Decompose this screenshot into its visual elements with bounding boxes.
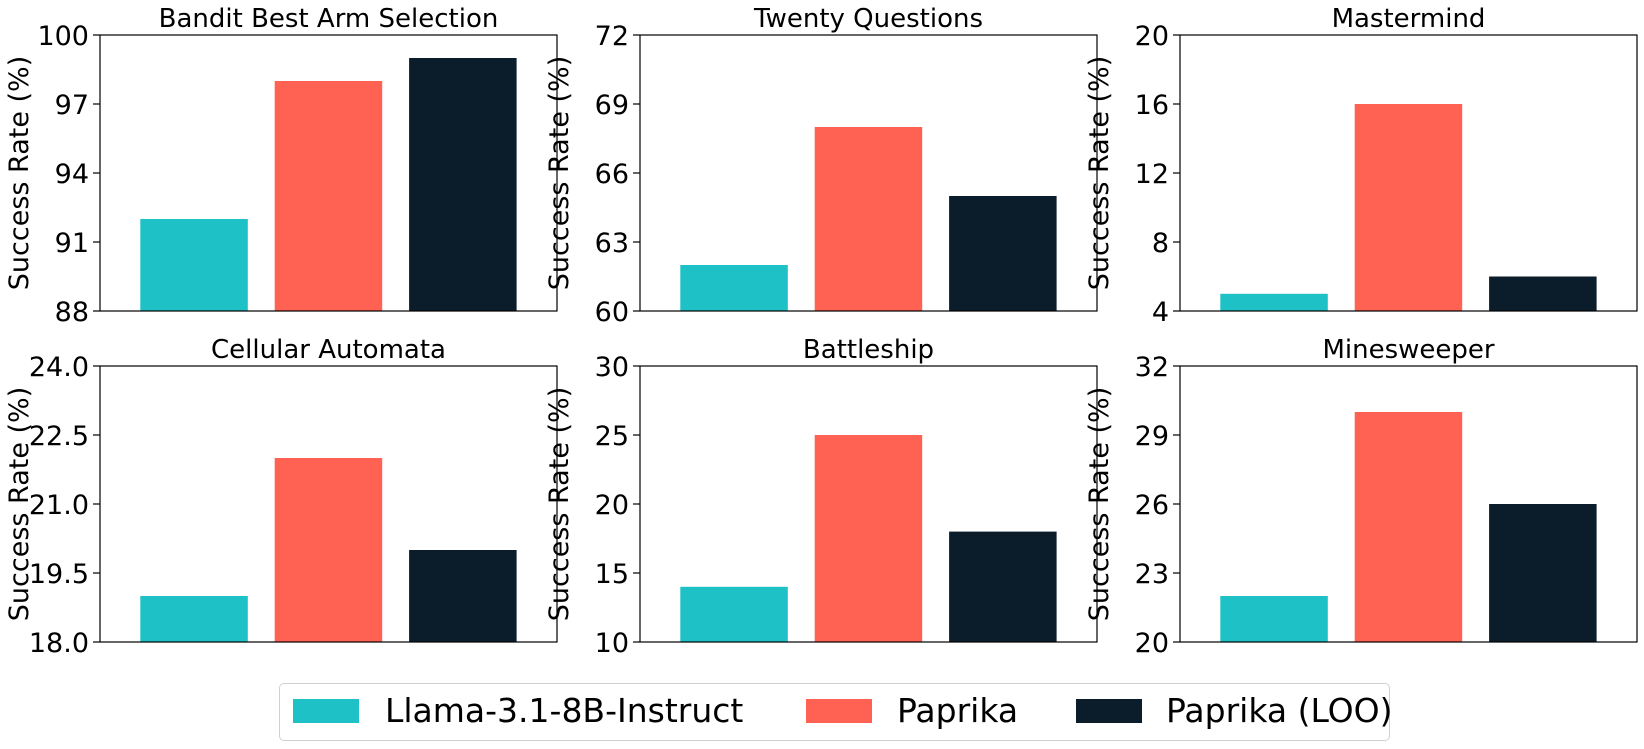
- y-tick-label: 60: [595, 297, 629, 328]
- y-axis-label: Success Rate (%): [1084, 387, 1115, 621]
- bar-paprika-loo: [1489, 504, 1597, 642]
- y-axis-label: Success Rate (%): [544, 56, 575, 290]
- chart-title: Twenty Questions: [753, 4, 983, 34]
- y-tick-label: 26: [1135, 490, 1169, 521]
- bar-paprika-loo: [409, 550, 517, 642]
- y-axis-label: Success Rate (%): [4, 387, 35, 621]
- legend-label-llama: Llama-3.1-8B-Instruct: [385, 691, 744, 730]
- legend-swatch-llama: [293, 699, 359, 723]
- y-tick-label: 97: [55, 90, 89, 121]
- chart-title: Cellular Automata: [211, 335, 446, 365]
- bar-llama-3-1-8b-instruct: [140, 219, 248, 311]
- y-tick-label: 100: [37, 21, 89, 52]
- bar-paprika: [814, 127, 923, 311]
- bar-paprika: [814, 435, 923, 642]
- bar-paprika-loo: [1489, 276, 1597, 311]
- y-tick-label: 20: [595, 490, 629, 521]
- y-tick-label: 23: [1135, 559, 1169, 590]
- bar-llama-3-1-8b-instruct: [680, 265, 788, 311]
- y-tick-label: 12: [1135, 159, 1169, 190]
- legend: Llama-3.1-8B-Instruct Paprika Paprika (L…: [279, 683, 1393, 741]
- chart-title: Mastermind: [1332, 4, 1486, 34]
- y-tick-label: 19.5: [29, 559, 89, 590]
- y-tick-label: 21.0: [29, 490, 89, 521]
- bar-paprika: [274, 458, 383, 642]
- y-axis-label: Success Rate (%): [4, 56, 35, 290]
- y-tick-label: 10: [595, 628, 629, 659]
- legend-label-paprika-loo: Paprika (LOO): [1166, 691, 1393, 730]
- y-tick-label: 25: [595, 421, 629, 452]
- bar-paprika: [274, 81, 383, 311]
- y-tick-label: 20: [1135, 628, 1169, 659]
- y-tick-label: 8: [1152, 228, 1169, 259]
- y-tick-label: 18.0: [29, 628, 89, 659]
- y-tick-label: 20: [1135, 21, 1169, 52]
- bar-paprika-loo: [949, 531, 1057, 642]
- legend-swatch-paprika: [806, 699, 872, 723]
- y-tick-label: 22.5: [29, 421, 89, 452]
- legend-label-paprika: Paprika: [897, 691, 1019, 730]
- y-tick-label: 94: [55, 159, 89, 190]
- bar-llama-3-1-8b-instruct: [680, 586, 788, 642]
- y-tick-label: 63: [595, 228, 629, 259]
- y-tick-label: 32: [1135, 352, 1169, 383]
- chart-title: Minesweeper: [1322, 335, 1494, 365]
- y-tick-label: 29: [1135, 421, 1169, 452]
- y-axis-label: Success Rate (%): [544, 387, 575, 621]
- bar-llama-3-1-8b-instruct: [140, 596, 248, 642]
- bar-paprika-loo: [949, 196, 1057, 311]
- bar-paprika: [1354, 104, 1463, 311]
- y-tick-label: 30: [595, 352, 629, 383]
- y-tick-label: 88: [55, 297, 89, 328]
- chart-title: Bandit Best Arm Selection: [159, 4, 499, 34]
- legend-swatch-paprika-loo: [1076, 699, 1142, 723]
- bar-llama-3-1-8b-instruct: [1220, 596, 1328, 642]
- bar-paprika: [1354, 412, 1463, 642]
- y-tick-label: 15: [595, 559, 629, 590]
- bar-llama-3-1-8b-instruct: [1220, 293, 1328, 312]
- y-tick-label: 91: [55, 228, 89, 259]
- y-axis-label: Success Rate (%): [1084, 56, 1115, 290]
- chart-title: Battleship: [803, 335, 934, 365]
- y-tick-label: 69: [595, 90, 629, 121]
- y-tick-label: 24.0: [29, 352, 89, 383]
- y-tick-label: 16: [1135, 90, 1169, 121]
- y-tick-label: 66: [595, 159, 629, 190]
- y-tick-label: 4: [1152, 297, 1169, 328]
- bar-paprika-loo: [409, 58, 517, 311]
- y-tick-label: 72: [595, 21, 629, 52]
